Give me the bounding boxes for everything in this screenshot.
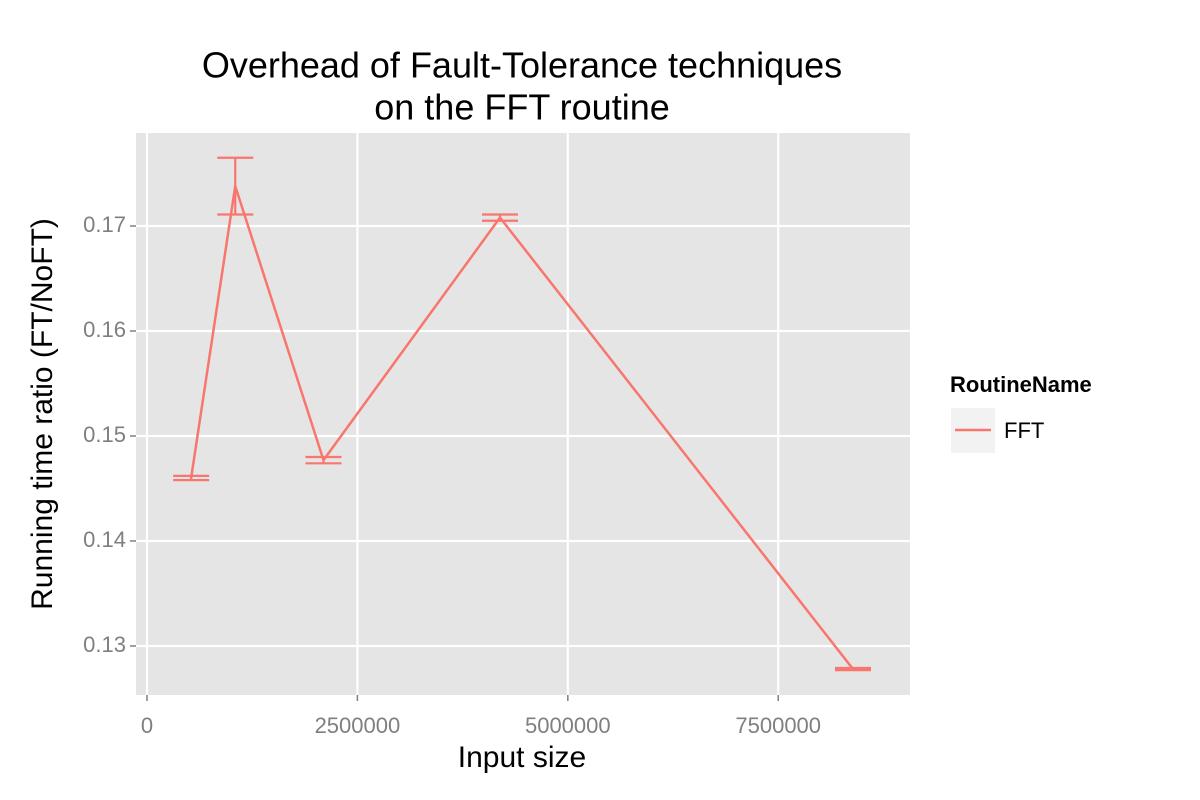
error-bar	[305, 455, 342, 465]
y-tick-label: 0.16	[83, 317, 126, 342]
x-tick-label: 7500000	[735, 713, 821, 738]
chart-title: Overhead of Fault-Tolerance techniques	[202, 45, 842, 86]
error-bar	[173, 474, 210, 482]
y-axis-label: Running time ratio (FT/NoFT)	[26, 218, 59, 610]
error-bar	[217, 156, 254, 216]
legend-label: FFT	[1004, 418, 1044, 443]
chart-title: on the FFT routine	[374, 87, 670, 128]
y-tick-label: 0.15	[83, 422, 126, 447]
y-tick-label: 0.14	[83, 527, 126, 552]
plot-panel	[136, 133, 910, 695]
error-bar	[834, 666, 871, 672]
x-tick-label: 2500000	[315, 713, 401, 738]
legend-title: RoutineName	[950, 372, 1092, 397]
x-tick-label: 0	[141, 713, 153, 738]
x-axis-label: Input size	[458, 741, 586, 774]
y-tick-label: 0.17	[83, 212, 126, 237]
x-tick-label: 5000000	[525, 713, 611, 738]
error-bar	[481, 213, 518, 222]
y-tick-label: 0.13	[83, 632, 126, 657]
